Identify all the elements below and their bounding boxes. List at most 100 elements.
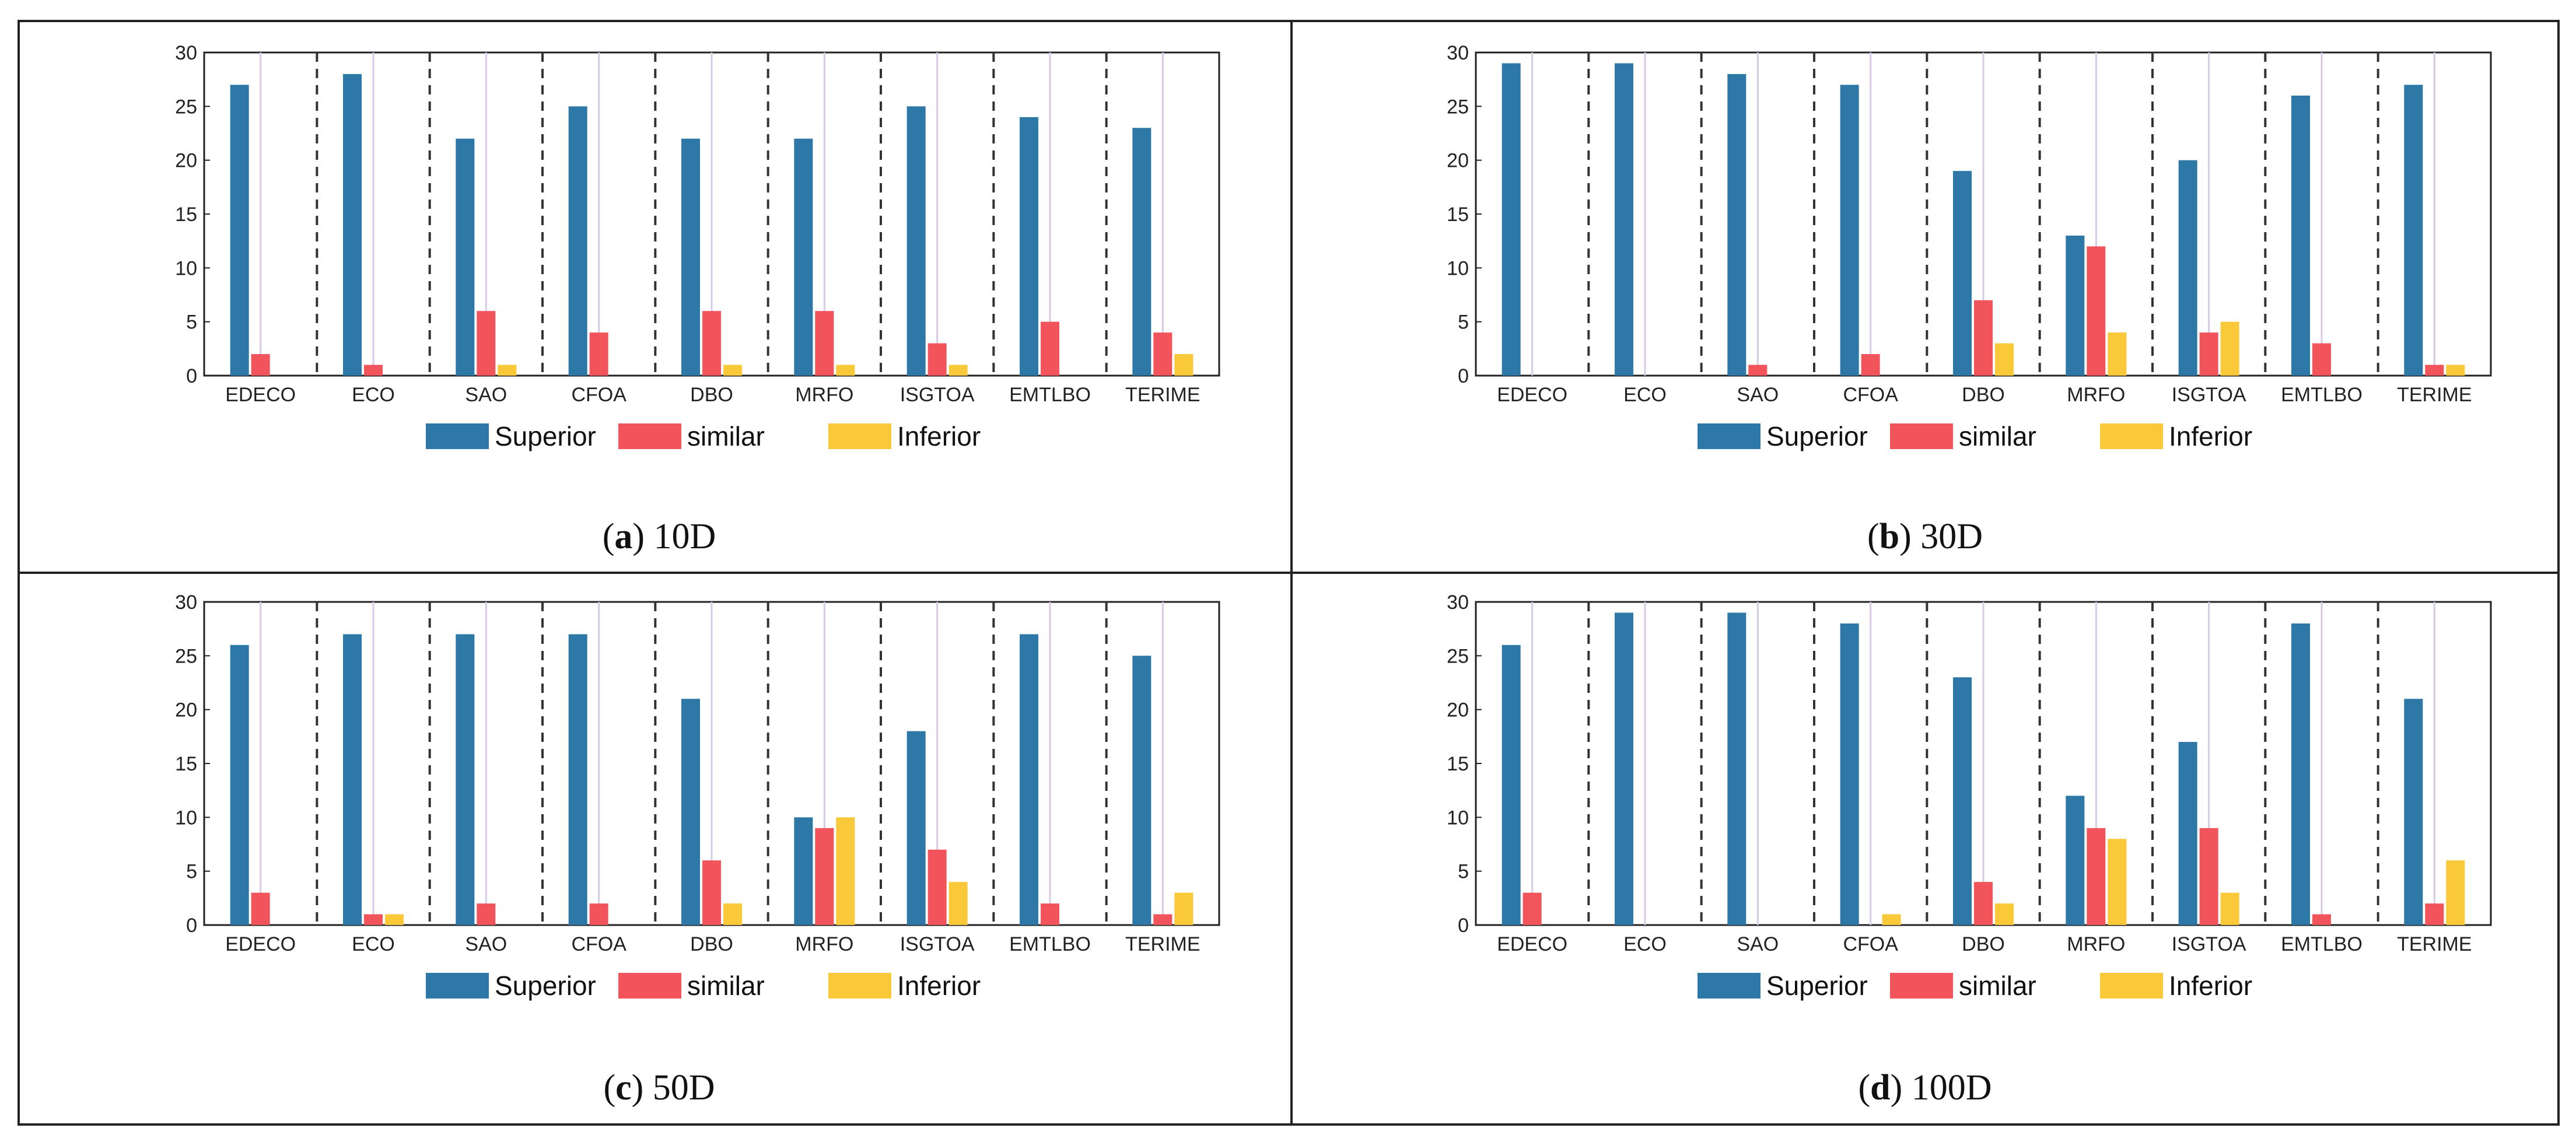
bar-superior-emtlbo <box>2291 623 2310 925</box>
legend-label-superior: Superior <box>1766 421 1868 451</box>
x-tick-label: SAO <box>1737 384 1779 406</box>
bar-inferior-terime <box>1174 892 1194 925</box>
chart-panel-b: 0 5 10 15 20 25 30 EDECO ECO SAO CFOA DBO MRFO ISGTOA… <box>1447 42 2492 451</box>
bar-similar-emtlbo <box>1041 321 1059 376</box>
x-tick-label: ECO <box>352 933 395 955</box>
bar-superior-mrfo <box>2066 235 2085 376</box>
y-tick-label: 5 <box>1458 311 1469 334</box>
bar-similar-sao <box>1748 365 1768 376</box>
legend-swatch-superior <box>1698 423 1760 449</box>
y-tick-label: 30 <box>1447 591 1469 614</box>
x-tick-label: SAO <box>465 933 507 955</box>
bar-superior-edeco <box>1502 63 1521 376</box>
bar-inferior-dbo <box>723 365 742 376</box>
y-tick-label: 5 <box>186 861 197 883</box>
x-tick-label: MRFO <box>795 933 853 955</box>
bar-inferior-isgtoa <box>2220 321 2239 376</box>
bar-similar-dbo <box>702 311 721 376</box>
x-tick-label: EMTLBO <box>2281 933 2362 955</box>
bar-superior-sao <box>456 634 475 925</box>
caption-d-text: 100D <box>1911 1068 1992 1108</box>
x-tick-label: TERIME <box>2397 384 2472 406</box>
x-tick-label: MRFO <box>2067 384 2125 406</box>
y-tick-label: 15 <box>175 204 197 226</box>
bar-superior-mrfo <box>794 817 813 925</box>
bar-superior-edeco <box>230 644 249 925</box>
bar-superior-terime <box>1132 128 1152 376</box>
x-tick-label: ISGTOA <box>900 384 975 406</box>
y-tick-label: 5 <box>1458 861 1469 883</box>
legend-swatch-similar <box>1890 423 1953 449</box>
x-tick-label: EDECO <box>225 933 296 955</box>
x-tick-label: CFOA <box>571 933 626 955</box>
caption-a-text: 10D <box>653 517 716 556</box>
bar-superior-isgtoa <box>2178 160 2197 376</box>
y-tick-label: 10 <box>175 257 197 279</box>
bar-superior-sao <box>456 138 475 376</box>
legend-swatch-inferior <box>2100 973 2163 999</box>
bar-similar-sao <box>477 903 496 925</box>
x-tick-label: ISGTOA <box>900 933 975 955</box>
bar-superior-emtlbo <box>1020 117 1038 376</box>
bar-superior-dbo <box>681 138 700 376</box>
legend-swatch-superior <box>426 423 489 449</box>
caption-a: (a) 10D <box>602 517 716 556</box>
bar-superior-mrfo <box>2066 796 2085 925</box>
x-tick-label: ECO <box>1623 933 1667 955</box>
bar-superior-eco <box>343 634 362 925</box>
legend-swatch-inferior <box>828 973 891 999</box>
bar-similar-emtlbo <box>2312 914 2331 925</box>
bar-similar-cfoa <box>1861 354 1880 376</box>
caption-a-letter: a <box>614 517 633 556</box>
bar-superior-isgtoa <box>907 106 926 376</box>
y-tick-label: 25 <box>175 96 197 118</box>
x-tick-label: EDECO <box>225 384 296 406</box>
bar-inferior-dbo <box>1995 903 2014 925</box>
bar-similar-terime <box>2425 365 2444 376</box>
legend-swatch-superior <box>1698 973 1760 999</box>
x-tick-label: DBO <box>1962 933 2005 955</box>
bar-superior-terime <box>2404 85 2423 376</box>
chart-panel-c: 0 5 10 15 20 25 30 EDECO ECO SAO CFOA DBO MRFO ISGTOA… <box>175 591 1220 1001</box>
legend-label-inferior: Inferior <box>2169 421 2252 451</box>
bar-superior-cfoa <box>1840 623 1859 925</box>
bar-superior-emtlbo <box>2291 95 2310 376</box>
bar-similar-dbo <box>1974 882 1993 925</box>
caption-c-text: 50D <box>652 1068 715 1108</box>
bar-similar-sao <box>477 311 496 376</box>
x-tick-label: TERIME <box>1125 384 1200 406</box>
bar-similar-eco <box>364 914 383 925</box>
bar-superior-sao <box>1727 612 1746 925</box>
y-tick-label: 15 <box>1447 753 1469 775</box>
bar-similar-terime <box>1153 914 1172 925</box>
bar-similar-mrfo <box>815 828 834 925</box>
bar-superior-eco <box>1615 63 1633 376</box>
bar-superior-edeco <box>1502 644 1521 925</box>
bar-similar-eco <box>364 365 383 376</box>
bar-similar-edeco <box>251 892 270 925</box>
y-tick-label: 20 <box>1447 699 1469 721</box>
bar-inferior-mrfo <box>2108 332 2127 376</box>
x-tick-label: DBO <box>690 933 733 955</box>
caption-b-text: 30D <box>1920 517 1983 556</box>
bar-similar-emtlbo <box>1041 903 1059 925</box>
bar-superior-sao <box>1727 73 1746 376</box>
x-tick-label: EMTLBO <box>1009 384 1091 406</box>
bar-similar-isgtoa <box>2199 828 2218 925</box>
x-tick-label: SAO <box>465 384 507 406</box>
legend-swatch-similar <box>618 423 681 449</box>
bar-inferior-terime <box>2446 860 2465 925</box>
x-tick-label: EMTLBO <box>1009 933 1091 955</box>
bar-inferior-isgtoa <box>949 365 968 376</box>
bar-inferior-isgtoa <box>949 882 968 925</box>
y-tick-label: 10 <box>175 807 197 829</box>
legend-swatch-inferior <box>828 423 891 449</box>
caption-b-letter: b <box>1879 517 1900 556</box>
bar-similar-edeco <box>251 354 270 376</box>
y-tick-label: 30 <box>1447 42 1469 64</box>
legend-label-similar: similar <box>687 971 765 1001</box>
bar-inferior-eco <box>385 914 404 925</box>
y-tick-label: 15 <box>175 753 197 775</box>
bar-inferior-isgtoa <box>2220 892 2239 925</box>
y-tick-label: 20 <box>1447 150 1469 172</box>
